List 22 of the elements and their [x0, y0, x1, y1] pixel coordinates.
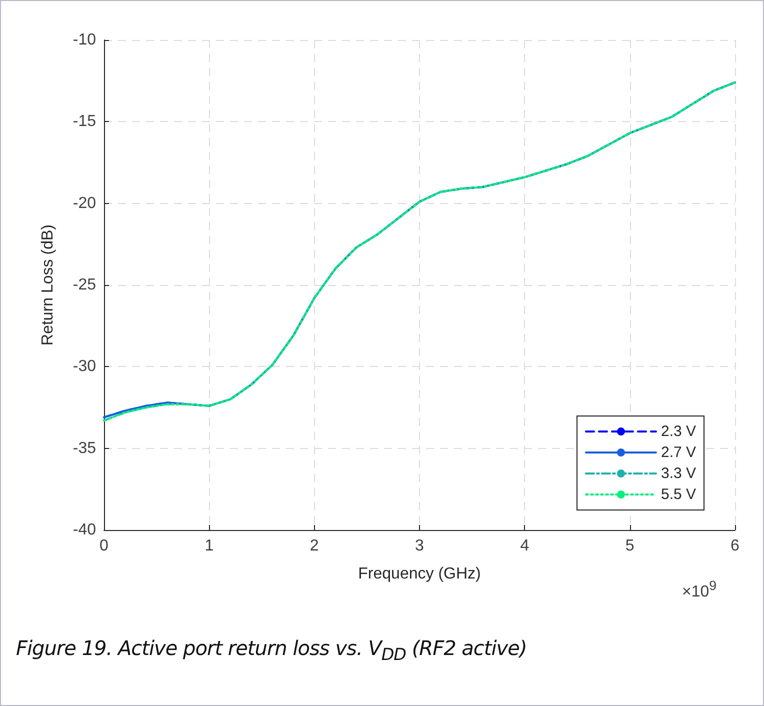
legend-label: 2.7 V — [660, 444, 696, 461]
y-tick-label: -35 — [72, 440, 96, 457]
legend-label: 5.5 V — [660, 486, 696, 503]
y-tick-label: -40 — [72, 522, 96, 538]
y-tick-label: -30 — [72, 358, 96, 376]
y-axis-title: Return Loss (dB) — [40, 224, 56, 346]
text: ×10$^{9}$ — [682, 578, 717, 602]
y-tick-label: -15 — [72, 113, 96, 130]
x-tick-label: 0 — [100, 538, 109, 554]
x-tick-label: 5 — [625, 538, 634, 554]
x-tick-label: 4 — [520, 538, 530, 554]
x-tick-label: 3 — [415, 538, 424, 554]
y-tick-label: -10 — [72, 32, 96, 48]
x-axis-title: Frequency (GHz) — [358, 566, 481, 582]
y-tick-label: -20 — [72, 194, 96, 212]
legend-label: 2.3 V — [660, 423, 696, 440]
legend-label: 3.3 V — [660, 465, 696, 482]
x-tick-label: 2 — [310, 538, 319, 554]
y-tick-label: -25 — [72, 276, 96, 294]
x-tick-label: 1 — [204, 538, 214, 554]
x-tick-label: 6 — [730, 538, 740, 554]
caption: Figure 19. Active port return loss vs. V$_{DD}$ (RF2 active) — [16, 636, 527, 664]
